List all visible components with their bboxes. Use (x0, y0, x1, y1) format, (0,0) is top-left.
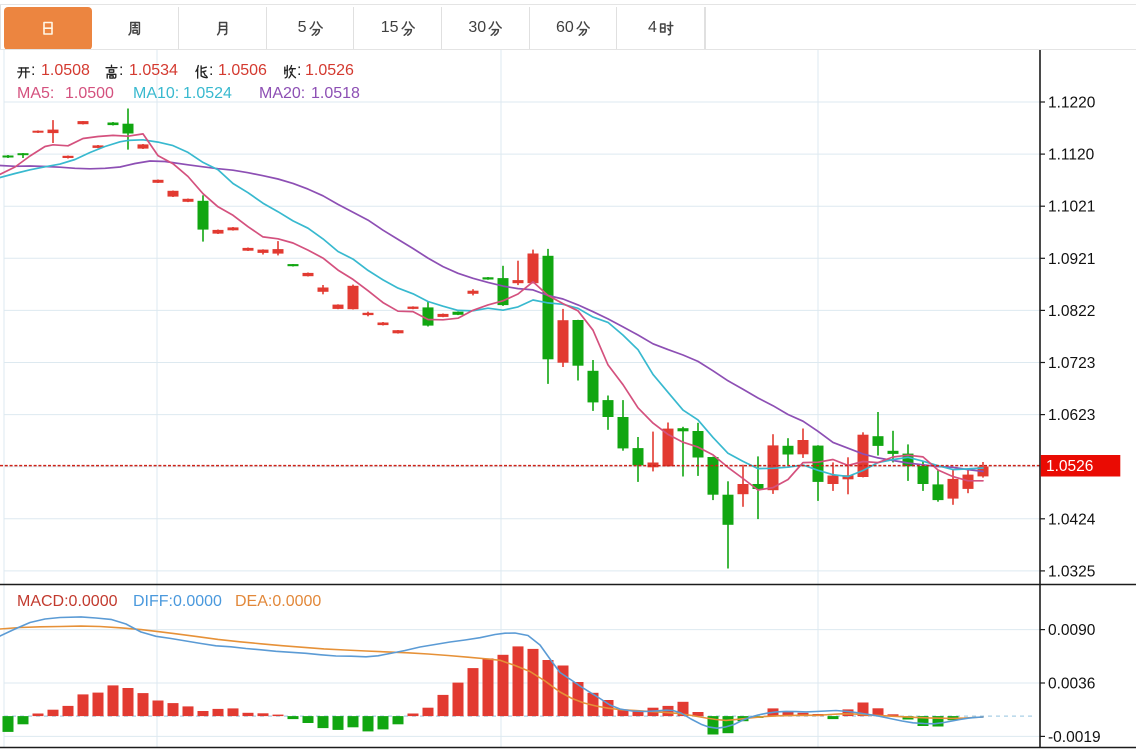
svg-text:1.0526: 1.0526 (1046, 458, 1093, 475)
svg-text:0.0090: 0.0090 (1048, 622, 1096, 639)
svg-text:1.0921: 1.0921 (1048, 251, 1095, 268)
svg-text:1.1120: 1.1120 (1048, 147, 1095, 164)
svg-text:1.0822: 1.0822 (1048, 303, 1095, 320)
svg-text:-0.0019: -0.0019 (1048, 729, 1101, 746)
svg-text:1.0723: 1.0723 (1048, 355, 1095, 372)
svg-text:1.0424: 1.0424 (1048, 511, 1096, 528)
svg-text:1.1021: 1.1021 (1048, 199, 1095, 216)
svg-text:0.0036: 0.0036 (1048, 676, 1095, 693)
svg-text:1.0623: 1.0623 (1048, 407, 1095, 424)
svg-text:1.0325: 1.0325 (1048, 563, 1095, 580)
svg-text:1.1220: 1.1220 (1048, 95, 1096, 112)
